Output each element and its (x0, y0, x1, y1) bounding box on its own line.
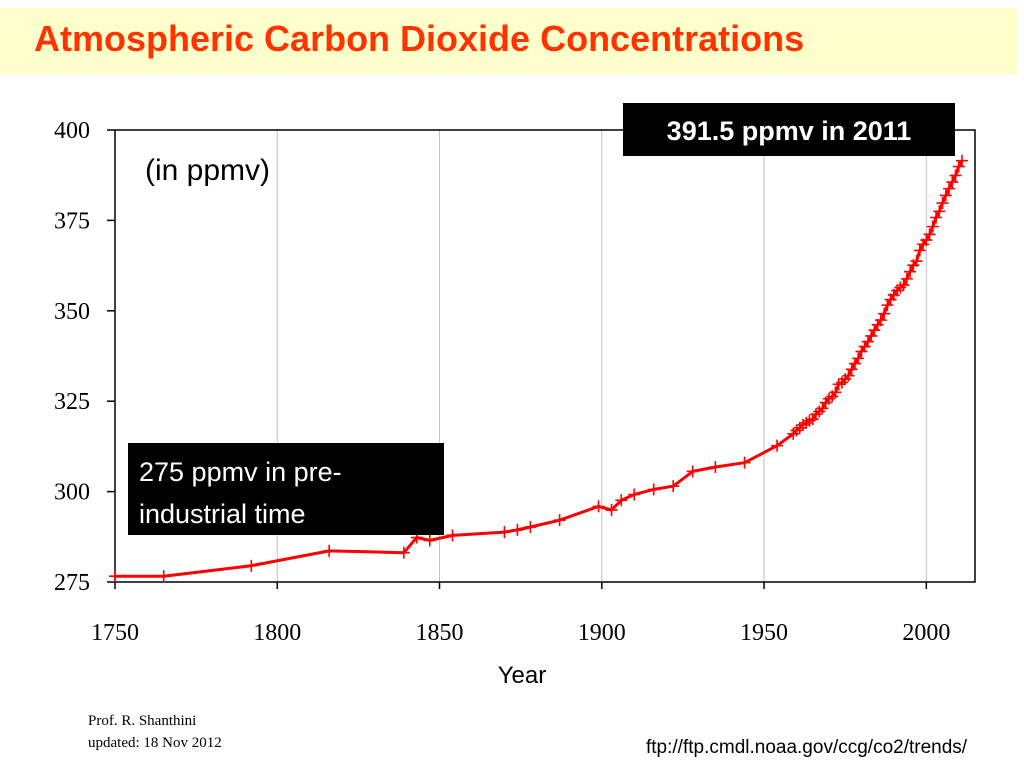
data-point (952, 160, 965, 173)
data-point (647, 483, 660, 496)
unit-note: (in ppmv) (145, 154, 270, 187)
data-point (956, 154, 969, 167)
data-point (933, 205, 946, 218)
callout-preindustrial: 275 ppmv in pre- industrial time (128, 443, 444, 535)
x-axis-title: Year (498, 662, 547, 689)
data-point (109, 570, 121, 583)
x-tick-label: 2000 (902, 620, 950, 646)
data-point (524, 521, 537, 534)
data-point (709, 461, 722, 474)
data-point (900, 272, 913, 285)
x-tick-label: 1800 (253, 620, 301, 646)
data-point (771, 439, 784, 452)
data-point (865, 329, 878, 342)
data-point (686, 465, 699, 478)
data-point (910, 255, 923, 268)
data-point (667, 480, 680, 493)
callout-preindustrial-line1: 275 ppmv in pre- (139, 457, 342, 487)
y-tick-label: 375 (54, 208, 90, 234)
data-point (553, 514, 566, 527)
data-point (904, 265, 917, 278)
data-point (878, 307, 891, 320)
callout-current-text: 391.5 ppmv in 2011 (667, 116, 912, 146)
y-tick-label: 400 (54, 118, 90, 144)
callout-current-box (623, 103, 955, 156)
data-point (852, 352, 865, 365)
series-layer (109, 154, 969, 583)
data-point (943, 182, 956, 195)
data-point (738, 456, 751, 469)
x-tick-label: 1750 (91, 620, 139, 646)
data-point (157, 570, 170, 583)
data-point (881, 299, 894, 312)
x-tick-label: 1850 (416, 620, 464, 646)
data-point (874, 314, 887, 327)
footer-author: Prof. R. Shanthini updated: 18 Nov 2012 (88, 710, 222, 754)
data-point (605, 504, 618, 517)
y-tick-label: 350 (54, 299, 90, 325)
data-point (323, 544, 336, 557)
data-point (628, 488, 641, 501)
author-name: Prof. R. Shanthini (88, 713, 197, 729)
callout-preindustrial-box (128, 443, 444, 535)
x-tick-label: 1900 (578, 620, 626, 646)
data-point (930, 211, 943, 224)
data-point (829, 386, 842, 399)
source-url: ftp://ftp.cmdl.noaa.gov/ccg/co2/trends/ (646, 737, 968, 758)
data-point (923, 228, 936, 241)
data-point (511, 523, 524, 536)
data-point (498, 526, 511, 539)
x-tick-label: 1950 (740, 620, 788, 646)
data-point (845, 363, 858, 376)
data-point (615, 494, 628, 507)
data-point (926, 220, 939, 233)
slide-title: Atmospheric Carbon Dioxide Concentration… (34, 18, 805, 59)
data-point (946, 176, 959, 189)
updated-date: updated: 18 Nov 2012 (88, 735, 222, 751)
title-band (0, 8, 1018, 74)
data-point (423, 534, 436, 547)
data-point (936, 197, 949, 210)
plot-frame (114, 129, 976, 583)
data-point (897, 279, 910, 292)
data-point (842, 369, 855, 382)
callout-current: 391.5 ppmv in 2011 (623, 103, 955, 156)
y-tick-label: 325 (54, 389, 90, 415)
y-tick-label: 300 (54, 480, 90, 506)
callout-preindustrial-line2: industrial time (139, 499, 306, 529)
data-point (592, 500, 605, 513)
data-point (949, 169, 962, 182)
tick-layer: 1750 1800 1850 1900 1950 2000 275 300 325 350 375 4… (54, 118, 950, 646)
data-point (397, 546, 410, 559)
data-point (446, 529, 459, 542)
data-point (913, 244, 926, 257)
y-tick-label: 275 (54, 570, 90, 596)
data-point (939, 189, 952, 202)
data-point (245, 559, 258, 572)
